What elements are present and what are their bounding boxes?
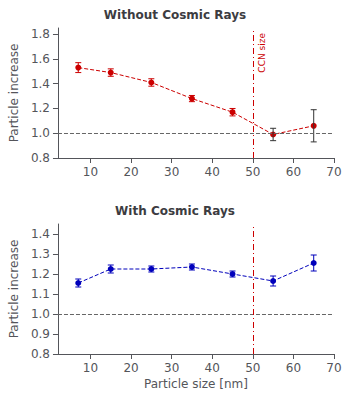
svg-text:1.2: 1.2 bbox=[31, 267, 50, 281]
svg-text:Particle increase: Particle increase bbox=[7, 240, 21, 339]
svg-text:1.2: 1.2 bbox=[31, 101, 50, 115]
svg-text:70: 70 bbox=[326, 361, 341, 375]
svg-text:30: 30 bbox=[164, 165, 179, 179]
svg-text:1.1: 1.1 bbox=[31, 287, 50, 301]
svg-text:0.9: 0.9 bbox=[31, 327, 50, 341]
svg-text:With Cosmic Rays: With Cosmic Rays bbox=[115, 204, 235, 218]
svg-text:30: 30 bbox=[164, 361, 179, 375]
svg-text:60: 60 bbox=[286, 165, 301, 179]
svg-text:1.0: 1.0 bbox=[31, 307, 50, 321]
svg-text:1.8: 1.8 bbox=[31, 27, 50, 41]
svg-text:1.4: 1.4 bbox=[31, 77, 50, 91]
svg-text:10: 10 bbox=[83, 165, 98, 179]
svg-text:0.8: 0.8 bbox=[31, 151, 50, 165]
svg-text:20: 20 bbox=[123, 165, 138, 179]
svg-text:50: 50 bbox=[245, 165, 260, 179]
svg-text:50: 50 bbox=[245, 361, 260, 375]
svg-text:Without Cosmic Rays: Without Cosmic Rays bbox=[104, 8, 246, 22]
svg-text:0.8: 0.8 bbox=[31, 347, 50, 361]
svg-text:1.0: 1.0 bbox=[31, 126, 50, 140]
svg-text:10: 10 bbox=[83, 361, 98, 375]
svg-text:Particle increase: Particle increase bbox=[7, 44, 21, 143]
svg-text:1.6: 1.6 bbox=[31, 52, 50, 66]
svg-text:40: 40 bbox=[205, 361, 220, 375]
svg-text:Particle size [nm]: Particle size [nm] bbox=[144, 377, 248, 391]
svg-text:CCN size: CCN size bbox=[257, 33, 267, 73]
svg-text:1.4: 1.4 bbox=[31, 227, 50, 241]
svg-text:20: 20 bbox=[123, 361, 138, 375]
svg-text:70: 70 bbox=[326, 165, 341, 179]
svg-text:40: 40 bbox=[205, 165, 220, 179]
svg-text:60: 60 bbox=[286, 361, 301, 375]
svg-text:1.3: 1.3 bbox=[31, 247, 50, 261]
